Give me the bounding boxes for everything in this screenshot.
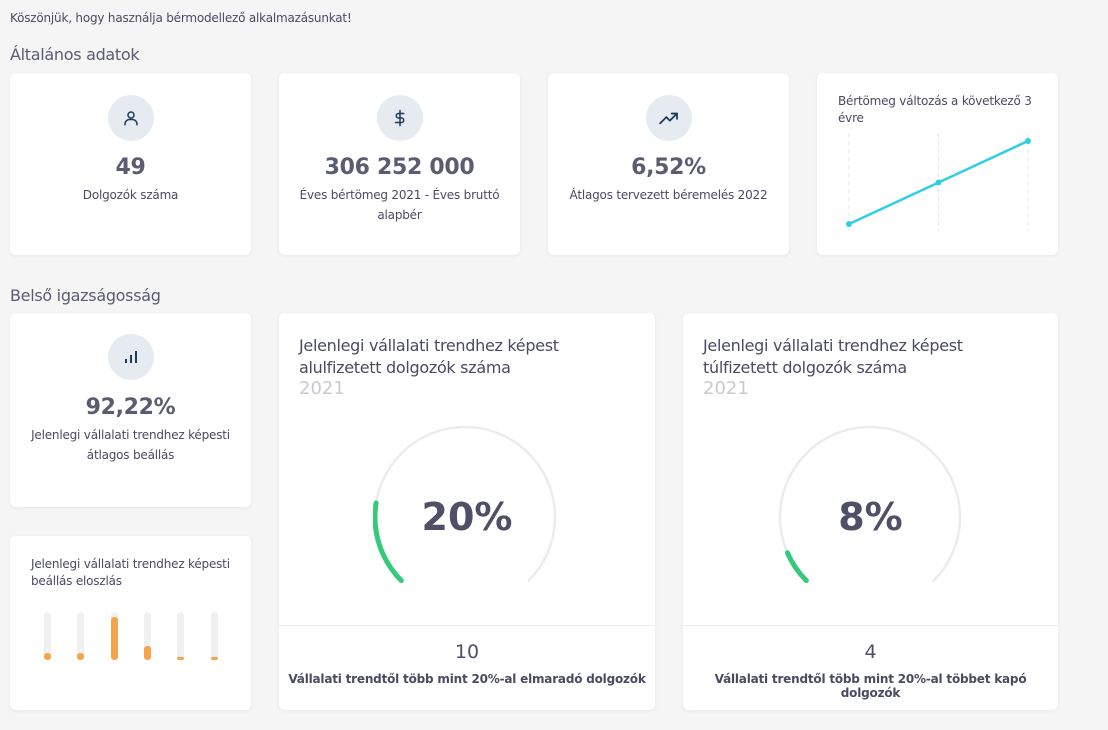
bar-track <box>177 612 185 660</box>
stat-label: Dolgozók száma <box>82 188 179 202</box>
divider <box>683 625 1058 626</box>
bar <box>44 652 51 660</box>
bar-track <box>110 612 118 660</box>
bar-track <box>44 612 51 660</box>
data-point <box>935 179 942 186</box>
stat-value: 92,22% <box>85 395 176 420</box>
trend-chart-title: Bértömeg változás a következő 3 évre <box>838 94 1032 125</box>
overpaid-percent: 8% <box>838 495 903 539</box>
stat-value: 49 <box>115 155 146 180</box>
gauge-value-arc <box>784 550 809 584</box>
gauge-value-arc <box>373 500 404 584</box>
overpaid-title: Jelenlegi vállalati trendhez képest túlf… <box>703 336 963 377</box>
payroll-card: 306 252 000 Éves bértömeg 2021 - Éves br… <box>279 73 520 255</box>
person-icon <box>107 95 154 141</box>
bar-track <box>210 612 218 660</box>
bar <box>77 652 85 660</box>
gauge-track <box>778 425 962 582</box>
trending-up-icon <box>645 95 692 141</box>
data-point <box>1025 138 1031 144</box>
stat-label: Átlagos tervezett béremelés 2022 <box>569 188 768 202</box>
bar <box>210 657 218 660</box>
overpaid-year: 2021 <box>703 378 749 399</box>
trend-line-chart <box>846 133 1031 231</box>
underpaid-gauge <box>373 425 557 584</box>
stat-label: Jelenlegi vállalati trendhez képesti átl… <box>31 428 230 462</box>
distribution-chart-title: Jelenlegi vállalati trendhez képesti beá… <box>31 557 230 588</box>
distribution-card: Jelenlegi vállalati trendhez képesti beá… <box>10 536 251 710</box>
underpaid-percent: 20% <box>421 495 513 539</box>
overpaid-gauge <box>778 425 962 584</box>
underpaid-count: 10 <box>454 641 480 663</box>
bar-track <box>77 612 85 660</box>
average-alignment-card: 92,22% Jelenlegi vállalati trendhez képe… <box>10 313 251 507</box>
stat-value: 6,52% <box>631 155 706 180</box>
raise-card: 6,52% Átlagos tervezett béremelés 2022 <box>548 73 789 255</box>
bar-chart-icon <box>107 334 154 380</box>
stat-label: Éves bértömeg 2021 - Éves bruttó alapbér <box>299 188 500 222</box>
welcome-message: Köszönjük, hogy használja bérmodellező a… <box>10 11 352 25</box>
underpaid-card: Jelenlegi vállalati trendhez képest alul… <box>279 313 655 710</box>
bar-track <box>143 612 151 660</box>
overpaid-footer: Vállalati trendtől több mint 20%-al több… <box>714 672 1027 700</box>
bar <box>177 657 185 660</box>
underpaid-footer: Vállalati trendtől több mint 20%-al elma… <box>288 672 646 686</box>
bar <box>143 645 151 660</box>
data-point <box>846 221 852 227</box>
bar <box>110 616 118 660</box>
underpaid-year: 2021 <box>299 378 345 399</box>
overpaid-count: 4 <box>864 641 877 663</box>
trend-card: Bértömeg változás a következő 3 évre <box>817 73 1058 255</box>
divider <box>279 625 655 626</box>
section-title-general: Általános adatok <box>10 45 140 64</box>
overpaid-card: Jelenlegi vállalati trendhez képest túlf… <box>683 313 1058 710</box>
stat-value: 306 252 000 <box>324 155 475 180</box>
section-title-fairness: Belső igazságosság <box>10 286 161 305</box>
underpaid-title: Jelenlegi vállalati trendhez képest alul… <box>299 336 559 377</box>
employee-count-card: 49 Dolgozók száma <box>10 73 251 255</box>
dollar-icon <box>376 95 423 141</box>
